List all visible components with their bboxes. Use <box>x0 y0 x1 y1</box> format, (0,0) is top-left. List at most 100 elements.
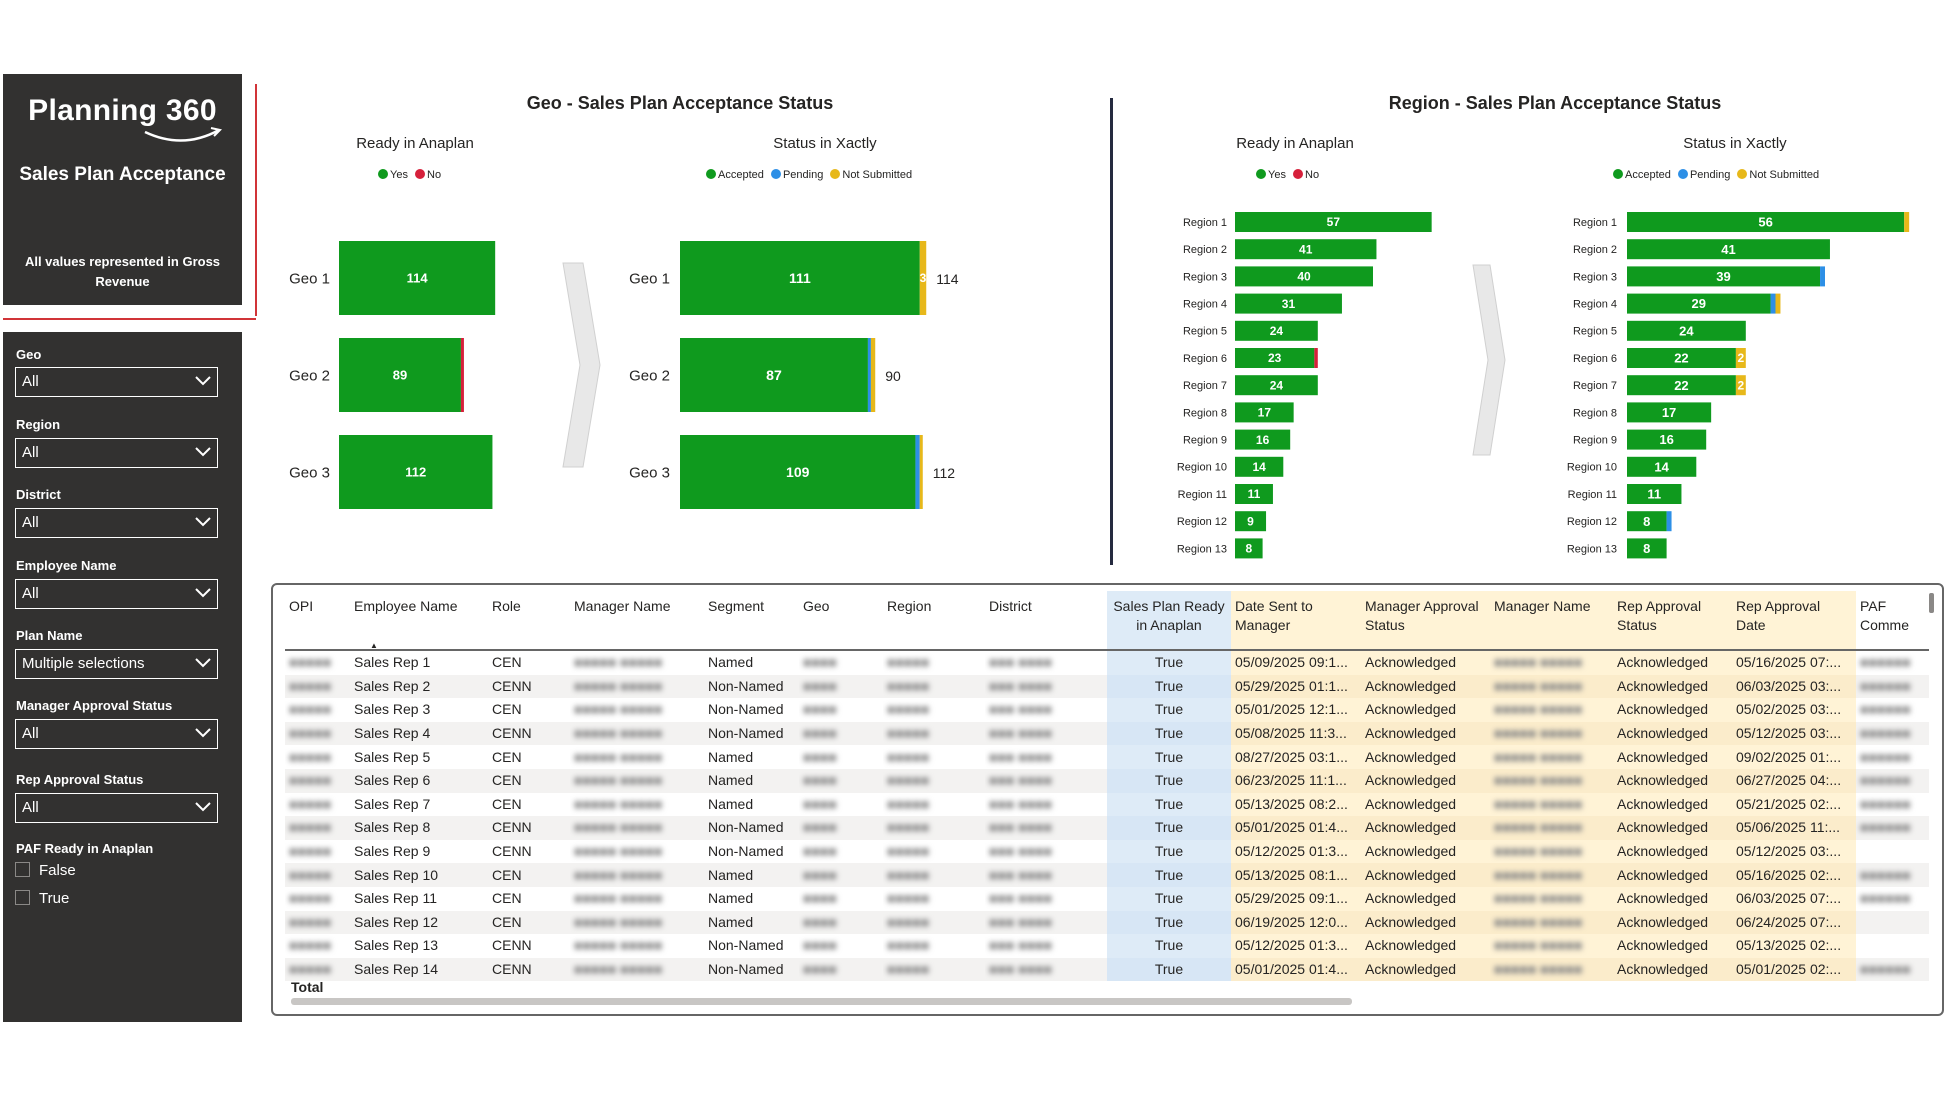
employee-name-filter-dropdown[interactable]: All <box>15 579 218 609</box>
legend-pending: Pending <box>1677 169 1730 181</box>
manager-approval-filter-dropdown[interactable]: All <box>15 719 218 749</box>
bar-yes[interactable] <box>1235 402 1294 423</box>
table-row[interactable]: ■■■■■ Sales Rep 12 CEN ■■■■■ ■■■■■ Named ■■■■… <box>285 910 1929 935</box>
bar-accepted[interactable] <box>1627 348 1736 368</box>
bar-accepted[interactable] <box>1627 293 1771 314</box>
bar-accepted[interactable] <box>1627 538 1667 559</box>
col-header-paf-comments[interactable]: PAF Comme <box>1856 591 1929 651</box>
bar-yes[interactable] <box>1235 484 1273 504</box>
cell-manager-approval-status: Acknowledged <box>1361 768 1490 793</box>
bar-no[interactable] <box>1314 348 1318 368</box>
col-header-role[interactable]: Role <box>488 591 570 651</box>
bar-yes[interactable] <box>339 338 461 412</box>
bar-pending[interactable] <box>915 435 920 509</box>
table-row[interactable]: ■■■■■ Sales Rep 3 CEN ■■■■■ ■■■■■ Non-Named ■… <box>285 698 1929 722</box>
col-header-opi[interactable]: OPI <box>285 591 350 651</box>
redacted-value: ■■■■■ ■■■■■ <box>1494 819 1583 836</box>
col-header-district[interactable]: District <box>985 591 1107 651</box>
legend-accepted: Accepted <box>1613 169 1671 181</box>
table-row[interactable]: ■■■■■ Sales Rep 8 CENN ■■■■■ ■■■■■ Non-Named… <box>285 816 1929 840</box>
plan-name-filter-dropdown[interactable]: Multiple selections <box>15 649 218 679</box>
bar-not-submitted[interactable] <box>1735 348 1746 368</box>
bar-not-submitted[interactable] <box>1775 293 1781 314</box>
table-row[interactable]: ■■■■■ Sales Rep 13 CENN ■■■■■ ■■■■■ Non-Name… <box>285 934 1929 958</box>
horizontal-scrollbar[interactable] <box>291 998 1352 1005</box>
bar-yes[interactable] <box>1235 293 1342 314</box>
legend-dot-icon <box>706 169 716 179</box>
rep-approval-filter-dropdown[interactable]: All <box>15 793 218 823</box>
bar-yes[interactable] <box>339 241 496 315</box>
bar-pending[interactable] <box>867 338 871 412</box>
bar-accepted[interactable] <box>680 338 868 412</box>
table-row[interactable]: ■■■■■ Sales Rep 7 CEN ■■■■■ ■■■■■ Named ■■■■ ■… <box>285 792 1929 817</box>
col-header-manager-approval-status[interactable]: Manager Approval Status <box>1361 591 1490 651</box>
col-header-segment[interactable]: Segment <box>704 591 799 651</box>
district-filter-dropdown[interactable]: All <box>15 508 218 538</box>
bar-not-submitted[interactable] <box>1735 375 1746 396</box>
bar-pending[interactable] <box>1666 511 1672 532</box>
bar-not-submitted[interactable] <box>1904 212 1910 232</box>
bar-yes[interactable] <box>1235 538 1263 559</box>
bar-accepted[interactable] <box>1627 511 1667 532</box>
table-row[interactable]: ■■■■■ Sales Rep 11 CEN ■■■■■ ■■■■■ Named ■■■■… <box>285 886 1929 911</box>
bar-yes[interactable] <box>1235 348 1315 368</box>
bar-pending[interactable] <box>1820 266 1825 287</box>
bar-accepted[interactable] <box>680 241 920 315</box>
col-header-employee-name[interactable]: Employee Name <box>350 591 488 651</box>
geo-filter-dropdown[interactable]: All <box>15 367 218 397</box>
table-row[interactable]: ■■■■■ Sales Rep 2 CENN ■■■■■ ■■■■■ Non-Named… <box>285 674 1929 699</box>
bar-yes[interactable] <box>1235 456 1284 477</box>
col-header-manager-name-2[interactable]: Manager Name <box>1490 591 1613 651</box>
cell-sales-plan-ready: True <box>1107 674 1231 699</box>
bar-yes[interactable] <box>1235 511 1267 532</box>
bar-not-submitted[interactable] <box>919 241 927 315</box>
bar-yes[interactable] <box>1235 429 1291 450</box>
redacted-value: ■■■■ <box>803 961 837 978</box>
bar-not-submitted[interactable] <box>870 338 876 412</box>
col-header-date-sent[interactable]: Date Sent to Manager <box>1231 591 1361 651</box>
bar-pending[interactable] <box>1770 293 1776 314</box>
bar-accepted[interactable] <box>1627 456 1697 477</box>
bar-accepted[interactable] <box>1627 320 1746 341</box>
district-filter-label: District <box>16 487 61 502</box>
bar-accepted[interactable] <box>1627 239 1830 260</box>
bar-accepted[interactable] <box>680 435 916 509</box>
table-row[interactable]: ■■■■■ Sales Rep 6 CEN ■■■■■ ■■■■■ Named ■■■■ ■… <box>285 768 1929 793</box>
paf-true-checkbox[interactable]: True <box>15 889 69 909</box>
table-row[interactable]: ■■■■■ Sales Rep 9 CENN ■■■■■ ■■■■■ Non-Named… <box>285 839 1929 864</box>
bar-no[interactable] <box>460 338 464 412</box>
table-row[interactable]: ■■■■■ Sales Rep 10 CEN ■■■■■ ■■■■■ Named ■■■■… <box>285 863 1929 887</box>
paf-false-checkbox[interactable]: False <box>15 861 76 881</box>
bar-yes[interactable] <box>1235 239 1377 260</box>
sort-ascending-icon[interactable]: ▲ <box>370 641 378 650</box>
table-row[interactable]: ■■■■■ Sales Rep 14 CENN ■■■■■ ■■■■■ Non-Name… <box>285 957 1929 982</box>
bar-yes[interactable] <box>1235 375 1318 396</box>
bar-yes[interactable] <box>1235 266 1373 287</box>
region-filter-dropdown[interactable]: All <box>15 438 218 468</box>
bar-yes[interactable] <box>1235 212 1432 232</box>
redacted-value: ■■■■■■ <box>1860 890 1911 907</box>
col-header-manager-name[interactable]: Manager Name <box>570 591 704 651</box>
col-header-sales-plan-ready[interactable]: Sales Plan Ready in Anaplan <box>1107 591 1231 651</box>
redacted-value: ■■■■■■ <box>1860 819 1911 836</box>
report-title: Sales Plan Acceptance <box>19 164 226 185</box>
bar-accepted[interactable] <box>1627 402 1712 423</box>
bar-accepted[interactable] <box>1627 429 1707 450</box>
table-row[interactable]: ■■■■■ Sales Rep 5 CEN ■■■■■ ■■■■■ Named ■■■■ ■… <box>285 745 1929 769</box>
col-header-geo[interactable]: Geo <box>799 591 883 651</box>
bar-small-data-label: 2 <box>1738 351 1745 365</box>
table-row[interactable]: ■■■■■ Sales Rep 4 CENN ■■■■■ ■■■■■ Non-Named… <box>285 721 1929 746</box>
bar-accepted[interactable] <box>1627 266 1821 287</box>
bar-not-submitted[interactable] <box>919 435 923 509</box>
vertical-scrollbar[interactable] <box>1929 593 1934 613</box>
table-row[interactable]: ■■■■■ Sales Rep 1 CEN ■■■■■ ■■■■■ Named ■■■■ ■… <box>285 650 1929 675</box>
col-header-region[interactable]: Region <box>883 591 985 651</box>
bar-accepted[interactable] <box>1627 484 1682 504</box>
cell-region: ■■■■■ <box>883 816 985 840</box>
bar-accepted[interactable] <box>1627 212 1905 232</box>
col-header-rep-approval-status[interactable]: Rep Approval Status <box>1613 591 1732 651</box>
bar-accepted[interactable] <box>1627 375 1736 396</box>
bar-yes[interactable] <box>1235 320 1318 341</box>
bar-yes[interactable] <box>339 435 493 509</box>
col-header-rep-approval-date[interactable]: Rep Approval Date <box>1732 591 1856 651</box>
